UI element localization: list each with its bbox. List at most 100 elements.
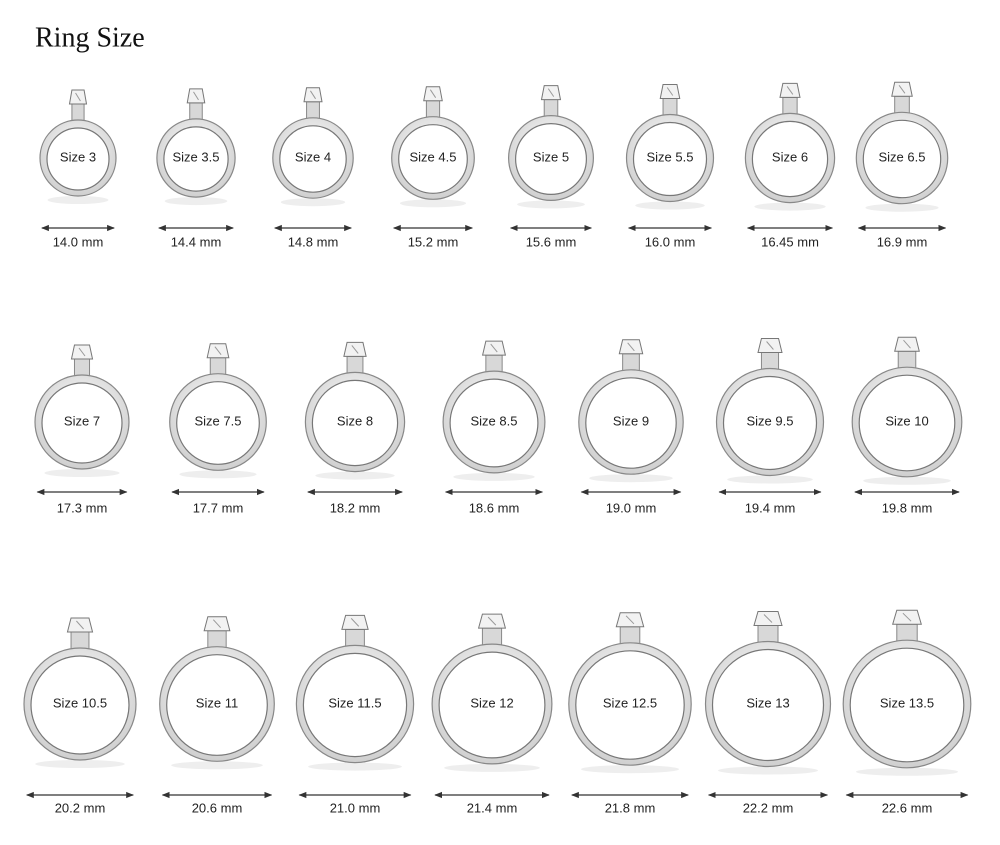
size-label: Size 8.5	[471, 413, 518, 428]
ring-inner	[166, 654, 268, 756]
size-label: Size 13	[746, 695, 789, 710]
ring-shadow	[179, 470, 257, 479]
ring-shadow	[865, 203, 939, 212]
mm-label: 21.4 mm	[467, 800, 518, 815]
ring-inner	[438, 651, 546, 759]
ring-inner	[398, 124, 468, 194]
mm-label: 15.6 mm	[526, 234, 577, 249]
size-label: Size 5.5	[647, 149, 694, 164]
ring-shadow	[47, 196, 109, 204]
mm-label: 22.6 mm	[882, 800, 933, 815]
ring-shadow	[754, 202, 826, 211]
ring-shadow	[44, 469, 120, 477]
ring: Size 9.5 19.4 mm	[715, 338, 825, 515]
ring-facet	[487, 616, 497, 626]
ring-facet	[212, 619, 222, 629]
ring-facet	[76, 620, 84, 630]
size-label: Size 3	[60, 149, 96, 164]
mm-label: 17.3 mm	[57, 500, 108, 515]
mm-label: 21.0 mm	[330, 800, 381, 815]
mm-label: 19.0 mm	[606, 500, 657, 515]
size-label: Size 4.5	[410, 149, 457, 164]
ring: Size 9 19.0 mm	[578, 339, 684, 515]
mm-label: 19.8 mm	[882, 500, 933, 515]
ring-shadow	[855, 767, 959, 776]
ring-inner	[46, 127, 110, 191]
size-label: Size 11	[196, 695, 238, 710]
ring-inner	[711, 648, 825, 762]
ring-facet	[78, 347, 86, 357]
ring: Size 11 20.6 mm	[159, 616, 275, 815]
mm-label: 14.4 mm	[171, 234, 222, 249]
ring: Size 7 17.3 mm	[34, 344, 130, 515]
ring-shadow	[280, 198, 346, 207]
size-label: Size 13.5	[880, 695, 934, 710]
size-label: Size 5	[533, 149, 569, 164]
ring: Size 12 21.4 mm	[431, 613, 553, 815]
ring: Size 13.5 22.6 mm	[842, 609, 972, 815]
ring-facet	[193, 91, 199, 101]
size-label: Size 6.5	[879, 149, 926, 164]
ring: Size 11.5 21.0 mm	[295, 614, 415, 815]
ring: Size 12.5 21.8 mm	[568, 612, 692, 815]
ring-inner	[858, 374, 956, 472]
size-label: Size 6	[772, 149, 808, 164]
ring-facet	[351, 345, 359, 354]
ring-shadow	[171, 761, 263, 770]
size-label: Size 12	[470, 695, 513, 710]
mm-label: 17.7 mm	[193, 500, 244, 515]
ring-shadow	[727, 475, 813, 484]
ring-shadow	[517, 200, 585, 209]
ring: Size 5 15.6 mm	[508, 85, 595, 249]
ring-shadow	[581, 765, 679, 774]
size-label: Size 9.5	[747, 413, 794, 428]
ring: Size 4 14.8 mm	[272, 87, 354, 249]
mm-label: 19.4 mm	[745, 500, 796, 515]
size-label: Size 8	[337, 413, 373, 428]
mm-label: 16.45 mm	[761, 234, 819, 249]
ring: Size 4.5 15.2 mm	[391, 86, 475, 249]
ring-facet	[903, 339, 911, 349]
ring-shadow	[164, 197, 228, 206]
ring-shadow	[444, 763, 540, 772]
ring-shadow	[863, 476, 951, 485]
mm-label: 16.0 mm	[645, 234, 696, 249]
ring-shadow	[635, 201, 705, 210]
ring-facet	[898, 85, 906, 94]
mm-label: 20.6 mm	[192, 800, 243, 815]
ring: Size 6 16.45 mm	[744, 82, 836, 249]
ring-facet	[490, 343, 498, 353]
size-label: Size 3.5	[173, 149, 220, 164]
ring-inner	[41, 382, 123, 464]
ring-facet	[763, 614, 773, 623]
ring-facet	[214, 346, 222, 356]
ring-inner	[849, 647, 965, 763]
mm-label: 21.8 mm	[605, 800, 656, 815]
ring-inner	[279, 125, 347, 193]
ring-facet	[75, 92, 81, 102]
ring: Size 8.5 18.6 mm	[442, 340, 546, 515]
ring-inner	[722, 375, 818, 471]
ring: Size 10.5 20.2 mm	[23, 617, 137, 815]
mm-label: 22.2 mm	[743, 800, 794, 815]
ring-shadow	[35, 760, 125, 768]
ring: Size 10 19.8 mm	[851, 336, 963, 515]
ring: Size 7.5 17.7 mm	[169, 343, 267, 515]
ring: Size 5.5 16.0 mm	[625, 84, 715, 249]
size-label: Size 7	[64, 413, 100, 428]
ring-facet	[666, 87, 674, 96]
size-label: Size 10.5	[53, 695, 107, 710]
ring-inner	[862, 119, 942, 199]
ring-inner	[311, 379, 399, 467]
ring-shadow	[589, 474, 673, 483]
ring: Size 3 14.0 mm	[39, 89, 117, 249]
ring-facet	[786, 86, 794, 95]
size-label: Size 10	[885, 413, 928, 428]
size-label: Size 7.5	[195, 413, 242, 428]
ring-facet	[547, 88, 555, 97]
ring-inner	[585, 377, 677, 469]
ring-shadow	[453, 472, 535, 481]
ring-facet	[766, 341, 774, 350]
ring-facet	[310, 90, 316, 100]
